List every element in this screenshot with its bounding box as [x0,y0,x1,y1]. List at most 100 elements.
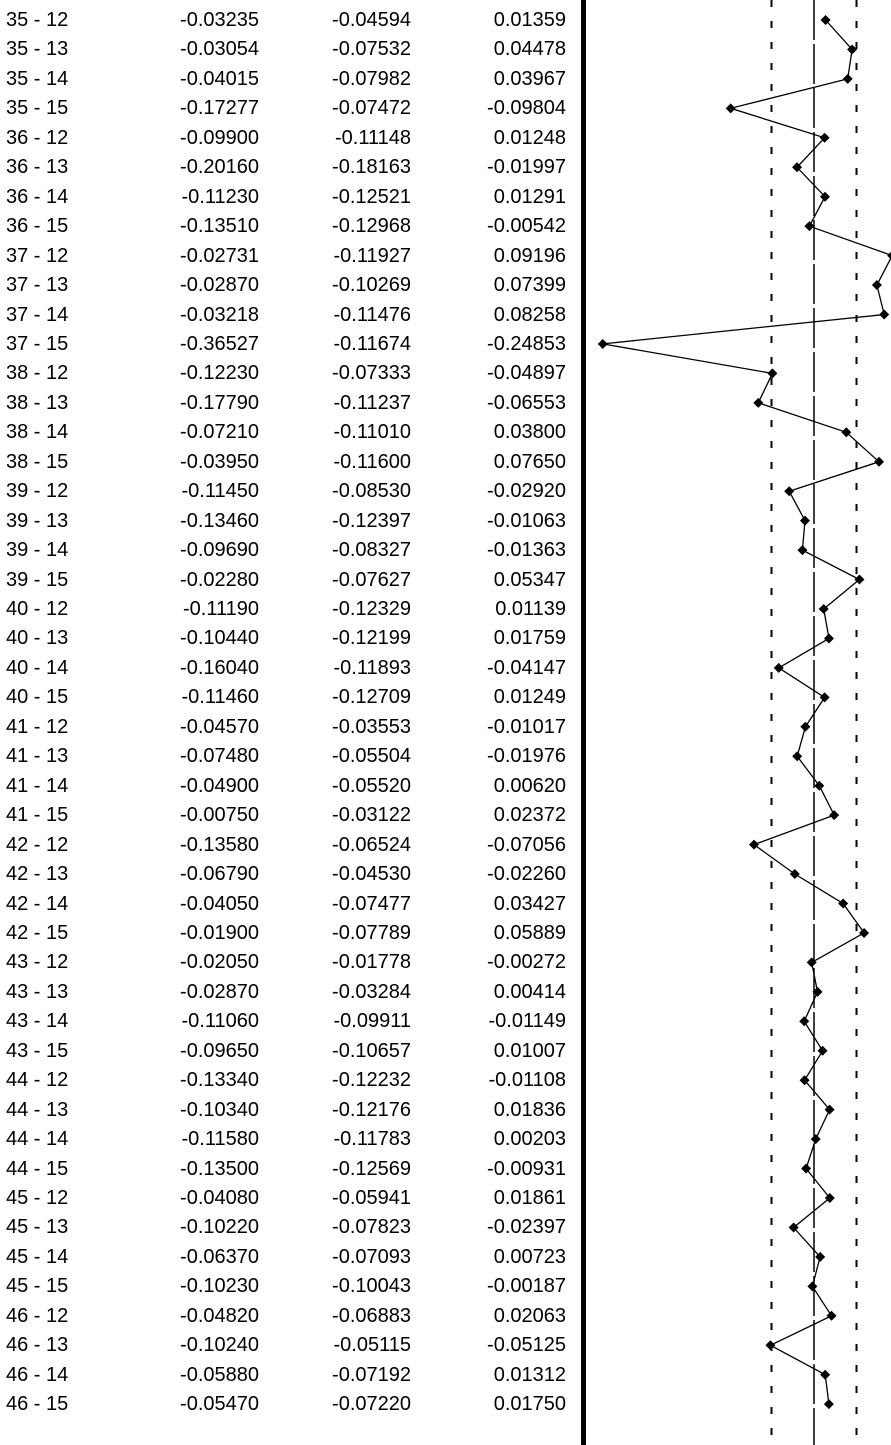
cell-observed: -0.10240 [180,1334,259,1357]
cell-residual: -0.01017 [487,715,566,738]
cell-predicted: -0.11674 [333,332,411,355]
cell-label: 43 - 15 [6,1039,69,1062]
cell-residual: 0.01291 [493,185,566,208]
cell-observed: -0.11230 [181,185,259,208]
cell-observed: -0.01900 [180,921,259,944]
residual-point [725,103,736,114]
residual-point [854,574,865,585]
residual-point [806,957,817,968]
cell-residual: -0.04147 [487,656,566,679]
cell-predicted: -0.07477 [332,892,411,915]
residual-point [792,162,803,173]
cell-label: 42 - 13 [6,863,69,886]
cell-label: 39 - 15 [6,568,69,591]
cell-predicted: -0.11893 [333,656,411,679]
table-row: 41 - 12 -0.04570 -0.03553 -0.01017 [0,713,580,741]
cell-predicted: -0.12176 [332,1098,411,1121]
residual-point [597,338,608,349]
cell-predicted: -0.06883 [332,1304,411,1327]
cell-residual: -0.01108 [488,1069,566,1092]
cell-label: 43 - 14 [6,1010,69,1033]
cell-label: 37 - 15 [6,332,69,355]
table-row: 36 - 12 -0.09900 -0.11148 0.01248 [0,124,580,152]
table-row: 46 - 13 -0.10240 -0.05115 -0.05125 [0,1331,580,1359]
cell-observed: -0.05880 [180,1363,259,1386]
table-row: 45 - 15 -0.10230 -0.10043 -0.00187 [0,1272,580,1300]
cell-residual: 0.01139 [495,598,566,620]
cell-observed: -0.02870 [180,274,259,297]
cell-residual: -0.01363 [487,539,566,562]
cell-predicted: -0.03553 [332,715,411,738]
cell-observed: -0.13580 [180,833,259,856]
residual-point [800,721,811,732]
cell-label: 42 - 12 [6,833,69,856]
table-row: 40 - 13 -0.10440 -0.12199 0.01759 [0,624,580,652]
residual-point [819,132,830,143]
table-row: 38 - 12 -0.12230 -0.07333 -0.04897 [0,359,580,387]
cell-observed: -0.09690 [180,539,259,562]
residual-point [788,1222,799,1233]
cell-predicted: -0.07532 [332,38,411,61]
cell-residual: 0.00203 [493,1128,566,1151]
residual-point [767,368,778,379]
table-row: 43 - 15 -0.09650 -0.10657 0.01007 [0,1037,580,1065]
table-row: 38 - 15 -0.03950 -0.11600 0.07650 [0,448,580,476]
cell-label: 45 - 12 [6,1187,69,1209]
cell-predicted: -0.05115 [333,1334,411,1357]
residual-point [749,839,760,850]
cell-residual: 0.03967 [493,67,566,90]
table-row: 46 - 14 -0.05880 -0.07192 0.01312 [0,1361,580,1389]
cell-label: 40 - 13 [6,627,69,650]
cell-residual: 0.02372 [493,804,566,827]
table-row: 44 - 14 -0.11580 -0.11783 0.00203 [0,1125,580,1153]
cell-observed: -0.02050 [180,951,259,974]
cell-residual: -0.02397 [487,1216,566,1239]
cell-predicted: -0.01778 [332,951,411,974]
cell-label: 35 - 14 [6,67,69,90]
cell-observed: -0.00750 [180,804,259,827]
residual-point [879,309,890,320]
cell-label: 44 - 14 [6,1128,69,1151]
residual-point [841,427,852,438]
cell-residual: 0.01861 [493,1187,566,1209]
table-row: 41 - 14 -0.04900 -0.05520 0.00620 [0,772,580,800]
cell-residual: -0.01997 [487,156,566,179]
residual-point [804,221,815,232]
cell-observed: -0.10440 [180,627,259,650]
cell-observed: -0.36527 [180,332,259,355]
cell-predicted: -0.09911 [333,1010,411,1033]
cell-residual: -0.07056 [487,833,566,856]
cell-residual: -0.02260 [487,863,566,886]
table-row: 35 - 15 -0.17277 -0.07472 -0.09804 [0,94,580,122]
residual-point [797,545,808,556]
cell-label: 40 - 14 [6,656,69,679]
cell-label: 41 - 14 [6,774,69,797]
table-row: 45 - 13 -0.10220 -0.07823 -0.02397 [0,1213,580,1241]
cell-predicted: -0.10657 [332,1039,411,1062]
table-row: 35 - 14 -0.04015 -0.07982 0.03967 [0,65,580,93]
cell-label: 45 - 13 [6,1216,69,1239]
cell-observed: -0.04015 [180,67,259,90]
cell-predicted: -0.12397 [332,509,411,532]
table-row: 46 - 15 -0.05470 -0.07220 0.01750 [0,1390,580,1418]
cell-predicted: -0.07220 [332,1393,411,1416]
residual-series-line [602,19,891,1405]
cell-residual: -0.00272 [487,951,566,974]
cell-predicted: -0.12232 [332,1069,411,1092]
table-row: 39 - 12 -0.11450 -0.08530 -0.02920 [0,477,580,505]
cell-label: 37 - 13 [6,274,69,297]
table-row: 43 - 13 -0.02870 -0.03284 0.00414 [0,978,580,1006]
cell-observed: -0.10340 [180,1098,259,1121]
residual-point [817,1045,828,1056]
cell-predicted: -0.11927 [333,244,411,267]
cell-label: 36 - 14 [6,185,69,208]
residual-point [810,1134,821,1145]
cell-label: 43 - 12 [6,951,69,974]
cell-residual: 0.05347 [493,568,566,591]
cell-residual: 0.07650 [493,450,566,473]
cell-observed: -0.07210 [180,421,259,444]
cell-label: 46 - 12 [6,1304,69,1327]
cell-predicted: -0.07093 [332,1245,411,1268]
cell-residual: 0.00414 [493,980,566,1003]
